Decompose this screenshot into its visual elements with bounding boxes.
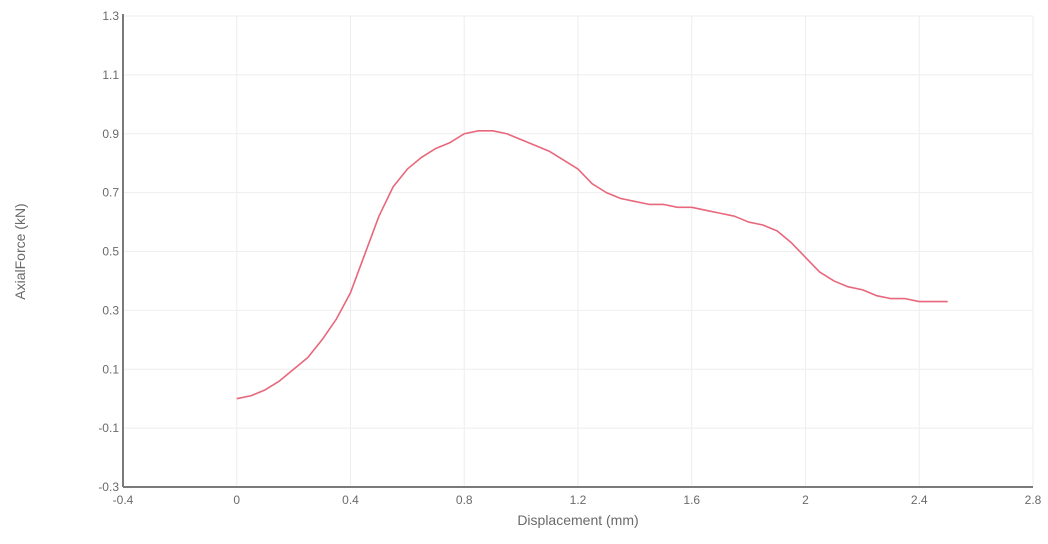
x-axis-title: Displacement (mm) xyxy=(517,512,638,528)
x-tick-label: 2.8 xyxy=(1025,493,1042,507)
x-tick-label: -0.4 xyxy=(113,493,134,507)
x-tick-labels: -0.4 0 0.4 0.8 1.2 1.6 2 2.4 2.8 xyxy=(113,493,1042,507)
y-tick-label: 0.5 xyxy=(102,245,119,259)
series-line xyxy=(236,130,948,400)
x-tick-label: 0 xyxy=(233,493,240,507)
y-tick-label: 0.9 xyxy=(102,127,119,141)
y-tick-label: 1.3 xyxy=(102,9,119,23)
y-tick-label: 0.1 xyxy=(102,362,119,376)
y-tick-label: -0.1 xyxy=(98,421,119,435)
y-tick-label: 0.7 xyxy=(102,186,119,200)
y-tick-label: 0.3 xyxy=(102,303,119,317)
grid-lines xyxy=(123,15,1034,487)
y-tick-labels: -0.3 -0.1 0.1 0.3 0.5 0.7 0.9 1.1 1.3 xyxy=(98,9,119,494)
y-tick-label: 1.1 xyxy=(102,68,119,82)
x-tick-label: 1.2 xyxy=(570,493,587,507)
y-axis-title: AxialForce (kN) xyxy=(12,203,28,299)
x-tick-label: 2.4 xyxy=(911,493,928,507)
x-tick-label: 2 xyxy=(802,493,809,507)
y-tick-label: -0.3 xyxy=(98,480,119,494)
x-tick-label: 0.4 xyxy=(342,493,359,507)
x-tick-label: 1.6 xyxy=(683,493,700,507)
x-tick-label: 0.8 xyxy=(456,493,473,507)
